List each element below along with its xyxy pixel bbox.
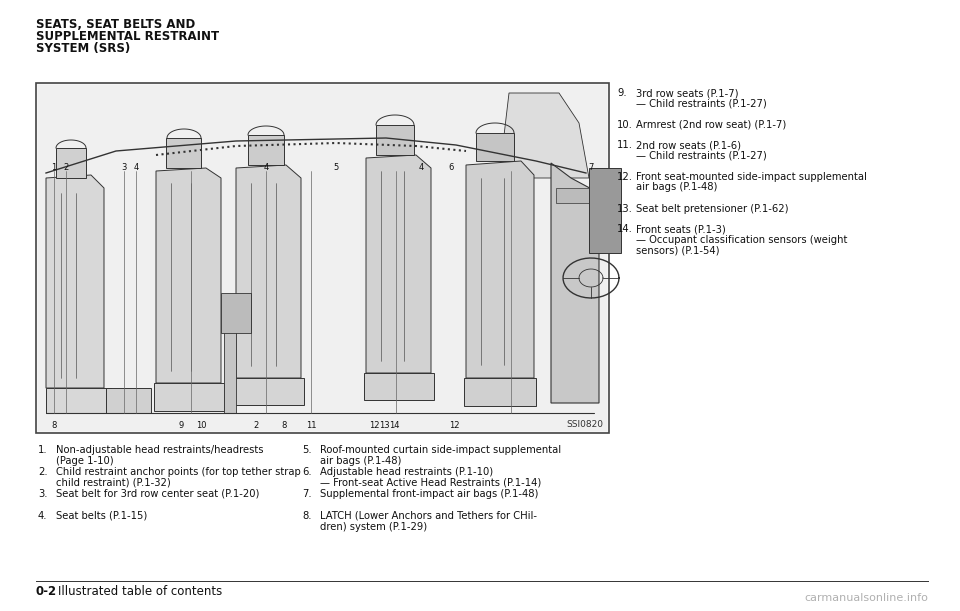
Text: SUPPLEMENTAL RESTRAINT: SUPPLEMENTAL RESTRAINT <box>36 30 219 43</box>
Polygon shape <box>236 165 301 378</box>
Text: — Front-seat Active Head Restraints (P.1-14): — Front-seat Active Head Restraints (P.1… <box>320 478 541 488</box>
Polygon shape <box>224 303 236 413</box>
Text: 7: 7 <box>588 164 593 172</box>
Polygon shape <box>476 133 514 161</box>
Text: 14.: 14. <box>617 224 633 235</box>
Text: LATCH (Lower Anchors and Tethers for CHil-: LATCH (Lower Anchors and Tethers for CHi… <box>320 511 537 521</box>
Text: 5.: 5. <box>302 445 312 455</box>
Polygon shape <box>234 378 304 405</box>
Text: Seat belts (P.1-15): Seat belts (P.1-15) <box>56 511 147 521</box>
Text: 2nd row seats (P.1-6): 2nd row seats (P.1-6) <box>636 141 741 150</box>
Text: 12: 12 <box>369 420 379 430</box>
Polygon shape <box>38 85 607 431</box>
Text: 4: 4 <box>263 164 269 172</box>
Text: 5: 5 <box>333 164 339 172</box>
Polygon shape <box>248 135 284 165</box>
Text: Front seats (P.1-3): Front seats (P.1-3) <box>636 224 726 235</box>
Text: 4: 4 <box>133 164 138 172</box>
Text: 4.: 4. <box>38 511 47 521</box>
Text: sensors) (P.1-54): sensors) (P.1-54) <box>636 246 719 255</box>
Text: 13.: 13. <box>617 203 633 213</box>
Text: 6.: 6. <box>302 467 312 477</box>
Text: 13: 13 <box>378 420 390 430</box>
Polygon shape <box>589 168 621 253</box>
Text: 8: 8 <box>281 420 287 430</box>
Polygon shape <box>154 383 224 411</box>
Bar <box>36 83 609 433</box>
Text: 3: 3 <box>121 164 127 172</box>
Text: 10: 10 <box>196 420 206 430</box>
Polygon shape <box>376 125 414 155</box>
Text: air bags (P.1-48): air bags (P.1-48) <box>636 183 717 192</box>
Text: 11.: 11. <box>617 141 633 150</box>
Text: 14: 14 <box>389 420 399 430</box>
Text: — Child restraints (P.1-27): — Child restraints (P.1-27) <box>636 98 767 109</box>
Text: 0-2: 0-2 <box>36 585 58 598</box>
Text: 1.: 1. <box>38 445 48 455</box>
Text: Seat belt pretensioner (P.1-62): Seat belt pretensioner (P.1-62) <box>636 203 788 213</box>
Text: Non-adjustable head restraints/headrests: Non-adjustable head restraints/headrests <box>56 445 263 455</box>
Text: SSI0820: SSI0820 <box>566 420 603 429</box>
Text: Seat belt for 3rd row center seat (P.1-20): Seat belt for 3rd row center seat (P.1-2… <box>56 489 259 499</box>
Text: 2: 2 <box>63 164 68 172</box>
Text: SYSTEM (SRS): SYSTEM (SRS) <box>36 42 131 55</box>
Text: air bags (P.1-48): air bags (P.1-48) <box>320 455 401 466</box>
Text: 10.: 10. <box>617 120 633 130</box>
Text: Illustrated table of contents: Illustrated table of contents <box>58 585 223 598</box>
Polygon shape <box>366 155 431 373</box>
Text: Adjustable head restraints (P.1-10): Adjustable head restraints (P.1-10) <box>320 467 493 477</box>
Polygon shape <box>551 163 599 403</box>
Text: 8.: 8. <box>302 511 311 521</box>
Text: 6: 6 <box>448 164 454 172</box>
Text: — Child restraints (P.1-27): — Child restraints (P.1-27) <box>636 151 767 161</box>
Text: 1: 1 <box>52 164 57 172</box>
Text: child restraint) (P.1-32): child restraint) (P.1-32) <box>56 478 171 488</box>
Text: 8: 8 <box>51 420 57 430</box>
Text: 2.: 2. <box>38 467 48 477</box>
Text: 9.: 9. <box>617 88 627 98</box>
Text: 9: 9 <box>179 420 183 430</box>
Text: 3.: 3. <box>38 489 47 499</box>
Bar <box>38 85 607 431</box>
Polygon shape <box>464 378 536 406</box>
Text: SEATS, SEAT BELTS AND: SEATS, SEAT BELTS AND <box>36 18 195 31</box>
Text: Supplemental front-impact air bags (P.1-48): Supplemental front-impact air bags (P.1-… <box>320 489 539 499</box>
Polygon shape <box>166 138 201 168</box>
Polygon shape <box>46 175 104 388</box>
Polygon shape <box>46 388 111 413</box>
Text: carmanualsonline.info: carmanualsonline.info <box>804 593 928 603</box>
Polygon shape <box>221 293 251 333</box>
Polygon shape <box>556 188 594 203</box>
Text: 2: 2 <box>253 420 258 430</box>
Polygon shape <box>156 168 221 383</box>
Text: Roof-mounted curtain side-impact supplemental: Roof-mounted curtain side-impact supplem… <box>320 445 562 455</box>
Text: 3rd row seats (P.1-7): 3rd row seats (P.1-7) <box>636 88 738 98</box>
Polygon shape <box>499 93 589 178</box>
Text: 12: 12 <box>448 420 459 430</box>
Text: (Page 1-10): (Page 1-10) <box>56 455 113 466</box>
Text: 12.: 12. <box>617 172 633 182</box>
Text: Front seat-mounted side-impact supplemental: Front seat-mounted side-impact supplemen… <box>636 172 867 182</box>
Polygon shape <box>466 161 534 378</box>
Text: 4: 4 <box>419 164 423 172</box>
Polygon shape <box>364 373 434 400</box>
Text: — Occupant classification sensors (weight: — Occupant classification sensors (weigh… <box>636 235 848 245</box>
Text: 11: 11 <box>305 420 316 430</box>
Text: Armrest (2nd row seat) (P.1-7): Armrest (2nd row seat) (P.1-7) <box>636 120 786 130</box>
Polygon shape <box>106 388 151 413</box>
Text: Child restraint anchor points (for top tether strap: Child restraint anchor points (for top t… <box>56 467 300 477</box>
Text: dren) system (P.1-29): dren) system (P.1-29) <box>320 522 427 532</box>
Polygon shape <box>56 148 86 178</box>
Text: 7.: 7. <box>302 489 312 499</box>
